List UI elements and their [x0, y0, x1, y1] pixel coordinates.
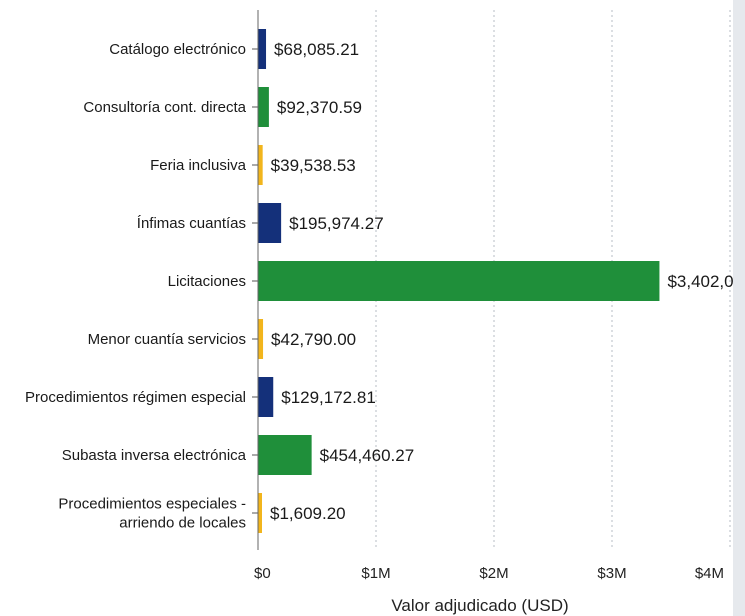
- x-axis-ticks: $0 $1M $2M $3M $4M: [254, 565, 724, 582]
- category-label: Procedimientos régimen especial: [25, 389, 246, 406]
- category-label: Procedimientos especiales -: [58, 496, 246, 513]
- x-tick-label: $2M: [479, 565, 508, 582]
- category-labels: Catálogo electrónico Consultoría cont. di…: [25, 41, 258, 532]
- data-label: $129,172.81: [281, 388, 376, 407]
- x-axis-title: Valor adjudicado (USD): [391, 596, 568, 615]
- category-label: Consultoría cont. directa: [83, 99, 246, 116]
- bar: [258, 203, 282, 243]
- data-label: $454,460.27: [320, 446, 415, 465]
- bar: [258, 493, 262, 533]
- category-label: arriendo de locales: [119, 515, 246, 532]
- category-label: Catálogo electrónico: [109, 41, 246, 58]
- bar: [258, 261, 660, 301]
- category-label: Licitaciones: [168, 273, 246, 290]
- bar: [258, 145, 263, 185]
- category-label: Subasta inversa electrónica: [62, 447, 247, 464]
- category-label: Feria inclusiva: [150, 157, 247, 174]
- data-label: $68,085.21: [274, 40, 359, 59]
- data-label: $3,402,044.62: [667, 272, 733, 291]
- data-label: $42,790.00: [271, 330, 356, 349]
- category-label: Ínfimas cuantías: [137, 215, 246, 232]
- x-tick-label: $3M: [597, 565, 626, 582]
- data-label: $195,974.27: [289, 214, 384, 233]
- bar: [258, 319, 264, 359]
- bar: [258, 87, 269, 127]
- bars: [258, 29, 660, 533]
- x-tick-label: $0: [254, 565, 271, 582]
- category-label: Menor cuantía servicios: [88, 331, 246, 348]
- x-tick-label: $1M: [361, 565, 390, 582]
- bar: [258, 435, 312, 475]
- bar: [258, 377, 274, 417]
- data-label: $1,609.20: [270, 504, 346, 523]
- x-tick-label: $4M: [695, 565, 724, 582]
- data-label: $92,370.59: [277, 98, 362, 117]
- data-labels: $68,085.21 $92,370.59 $39,538.53 $195,974.2…: [270, 40, 733, 523]
- data-label: $39,538.53: [271, 156, 356, 175]
- bar: [258, 29, 267, 69]
